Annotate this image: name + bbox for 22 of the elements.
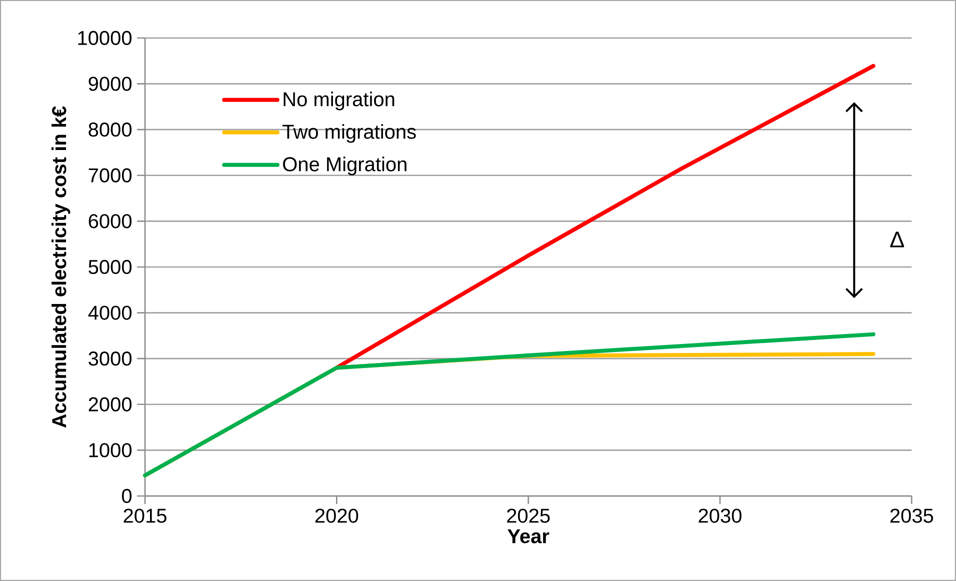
y-tick-label: 9000 xyxy=(88,76,132,91)
y-tick-label: 3000 xyxy=(88,352,132,366)
legend-label: Two migrations xyxy=(282,124,416,143)
y-tick-label: 0 xyxy=(122,488,132,504)
y-tick-label: 5000 xyxy=(88,260,132,274)
x-tick-label: 2025 xyxy=(507,508,550,523)
legend-label: No migration xyxy=(284,92,394,110)
x-tick-label: 2020 xyxy=(315,508,358,523)
x-axis-title: Year xyxy=(508,529,550,544)
y-tick-label: 6000 xyxy=(88,214,132,228)
y-tick-label: 7000 xyxy=(88,168,132,182)
x-tick-label: 2030 xyxy=(698,508,742,523)
y-tick-label: 1000 xyxy=(89,443,132,458)
annotation: Δ xyxy=(890,232,904,248)
y-tick-label: 10000 xyxy=(78,30,132,46)
y-tick-label: 2000 xyxy=(88,397,132,412)
y-tick-label: 8000 xyxy=(88,122,132,137)
y-axis-title: Accumulated electricity cost in k€ xyxy=(52,106,70,428)
y-tick-label: 4000 xyxy=(88,306,132,320)
legend-label: One Migration xyxy=(283,156,406,176)
x-tick-label: 2015 xyxy=(124,508,166,523)
x-tick-label: 2035 xyxy=(890,508,934,523)
